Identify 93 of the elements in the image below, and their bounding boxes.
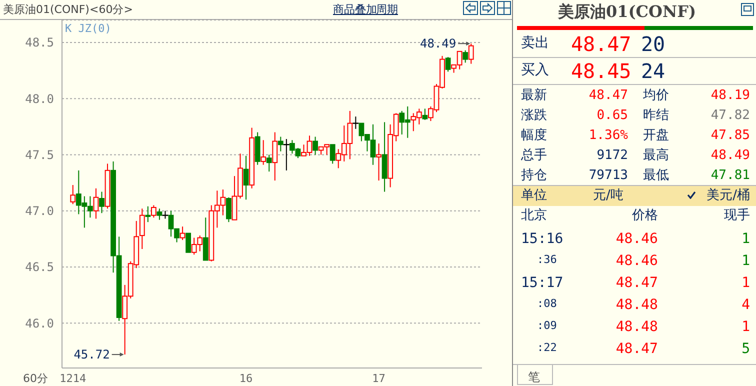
candlestick [272,132,278,182]
text: 总手 [521,148,547,164]
candlestick [382,122,388,192]
text: 北京 [521,208,547,224]
text: :36 [537,253,557,266]
text: :09 [537,319,557,332]
text: 47.85 [710,128,750,144]
text: 48.47 [616,341,658,358]
text: 卖出 [521,35,549,52]
text: 48.47 [571,32,632,56]
y-tick-label: 47.0 [25,204,54,218]
text: 0.65 [596,108,628,124]
text: :08 [537,297,557,310]
text: 单位 [521,188,547,204]
text: 均价 [643,88,669,104]
candlestick [70,184,76,205]
annotation: K JZ(0) [65,22,112,35]
text: 1.36% [588,128,628,144]
candlestick [180,226,186,241]
annotation: 45.72 [74,348,110,362]
x-tick-label: 1214 [60,372,87,385]
text: 1 [742,253,750,270]
chart-title: 美原油01(CONF)<60分> [3,2,133,17]
text: 4 [742,297,750,314]
text: 买入 [521,62,549,79]
text: 美原油01(CONF) [556,2,698,23]
candlestick [352,116,360,130]
x-tick-label: 16 [239,372,253,385]
candlestick [202,217,208,261]
candlestick [93,188,99,220]
text: 5 [742,341,750,358]
text: 20 [641,32,666,56]
candlestick [278,136,284,152]
text: 48.46 [616,231,658,248]
text: 1 [742,231,750,248]
y-tick-label: 46.5 [25,260,54,274]
text: 笔 [528,370,540,384]
text: 9172 [596,148,628,164]
text: 元/吨 [593,188,624,204]
text: 79713 [588,168,628,184]
candlestick [226,196,232,223]
candlestick [468,43,474,64]
candlestick [99,191,104,214]
text: 最高 [643,148,669,164]
y-tick-label: 46.0 [25,316,54,330]
candlestick [260,140,266,166]
text: :22 [537,341,557,354]
text: 现手 [724,208,750,224]
text: 15:16 [521,231,564,248]
text: 47.82 [710,108,750,124]
candlestick [376,142,382,182]
candlestick [445,56,451,72]
text: 商品叠加 [333,2,377,17]
text: 48.48 [616,319,658,336]
text: 美元/桶 [706,188,750,204]
y-tick-label: 48.5 [25,36,54,50]
candlestick [156,208,162,220]
text: 1 [742,319,750,336]
text: 幅度 [521,128,547,144]
y-tick-label: 48.0 [25,92,54,106]
text: 涨跌 [521,108,547,124]
candlestick [150,204,156,218]
candlestick [330,144,336,164]
candlestick [312,136,318,156]
text: 1 [742,275,750,292]
text: 48.47 [616,275,658,292]
candlestick [139,208,145,250]
x-tick-label: 17 [372,372,386,385]
text: 开盘 [643,128,669,144]
text: 价格 [632,208,658,224]
candlestick [186,232,192,253]
text: 最低 [643,168,669,184]
candlestick [462,50,468,64]
candlestick [266,154,272,172]
text: 48.48 [616,297,658,314]
text: 48.19 [710,88,750,104]
text: 60分 [23,371,48,386]
candlestick [243,155,249,200]
text: 48.45 [571,59,632,83]
annotation: 48.49 [420,36,456,51]
text: 周期 [376,2,398,17]
text: 47.81 [710,168,750,184]
text: 昨结 [643,108,669,124]
candlestick [422,108,428,120]
text: 48.49 [710,148,750,164]
y-tick-label: 47.5 [25,148,54,162]
text: 48.46 [616,253,658,270]
text: 最新 [521,88,547,104]
candlestick [145,206,151,223]
text: 48.47 [588,88,628,104]
text: 24 [641,59,666,83]
text: 持仓 [521,168,547,184]
text: 15:17 [521,275,564,292]
